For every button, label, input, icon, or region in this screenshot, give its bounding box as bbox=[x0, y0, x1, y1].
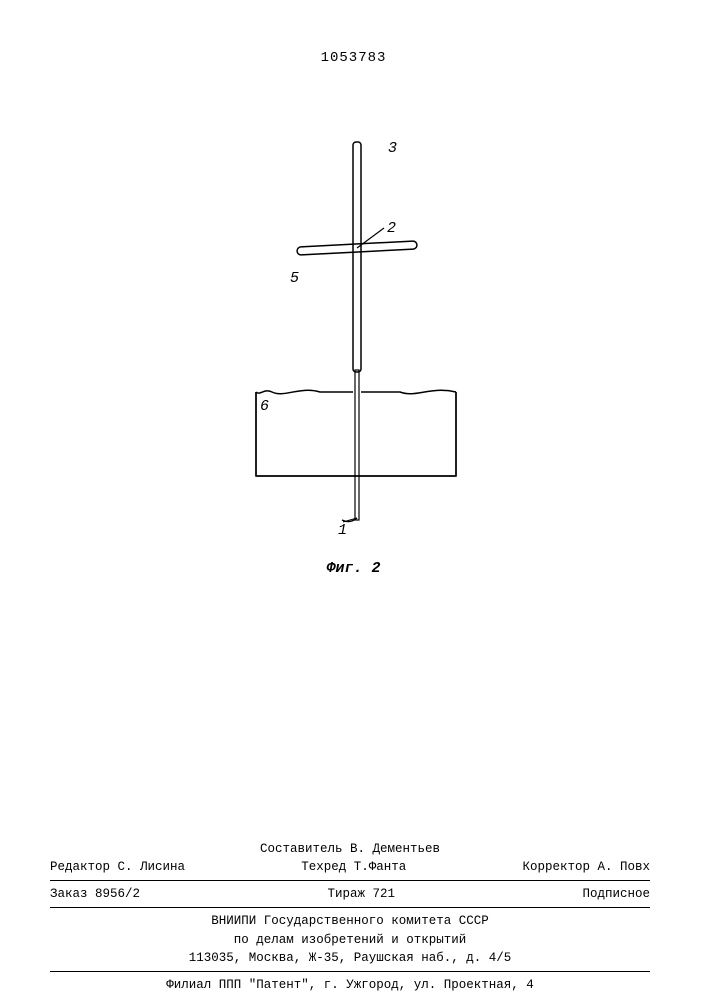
org-line-1: ВНИИПИ Государственного комитета СССР bbox=[50, 912, 650, 930]
label-3: 3 bbox=[388, 140, 397, 157]
address: 113035, Москва, Ж-35, Раушская наб., д. … bbox=[50, 949, 650, 967]
figure-svg bbox=[160, 130, 520, 570]
label-5: 5 bbox=[290, 270, 299, 287]
figure-2: 3 2 5 6 1 bbox=[160, 130, 520, 570]
label-2: 2 bbox=[387, 220, 396, 237]
label-6: 6 bbox=[260, 398, 269, 415]
compiler-line: Составитель В. Дементьев bbox=[50, 840, 650, 858]
document-number: 1053783 bbox=[0, 50, 707, 66]
credits-row: Редактор С. Лисина Техред Т.Фанта Коррек… bbox=[50, 858, 650, 876]
colophon: Составитель В. Дементьев Редактор С. Лис… bbox=[50, 840, 650, 994]
label-1: 1 bbox=[338, 522, 347, 539]
corrector: Корректор А. Повх bbox=[522, 858, 650, 876]
filial: Филиал ППП "Патент", г. Ужгород, ул. Про… bbox=[50, 976, 650, 994]
figure-caption: Фиг. 2 bbox=[0, 560, 707, 577]
rule-2 bbox=[50, 907, 650, 908]
order: Заказ 8956/2 bbox=[50, 885, 140, 903]
rule-1 bbox=[50, 880, 650, 881]
editor: Редактор С. Лисина bbox=[50, 858, 185, 876]
tehred: Техред Т.Фанта bbox=[301, 858, 406, 876]
tirage: Тираж 721 bbox=[327, 885, 395, 903]
page: 1053783 3 2 5 6 1 bbox=[0, 0, 707, 1000]
order-row: Заказ 8956/2 Тираж 721 Подписное bbox=[50, 885, 650, 903]
rule-3 bbox=[50, 971, 650, 972]
org-line-2: по делам изобретений и открытий bbox=[50, 931, 650, 949]
subscription: Подписное bbox=[582, 885, 650, 903]
